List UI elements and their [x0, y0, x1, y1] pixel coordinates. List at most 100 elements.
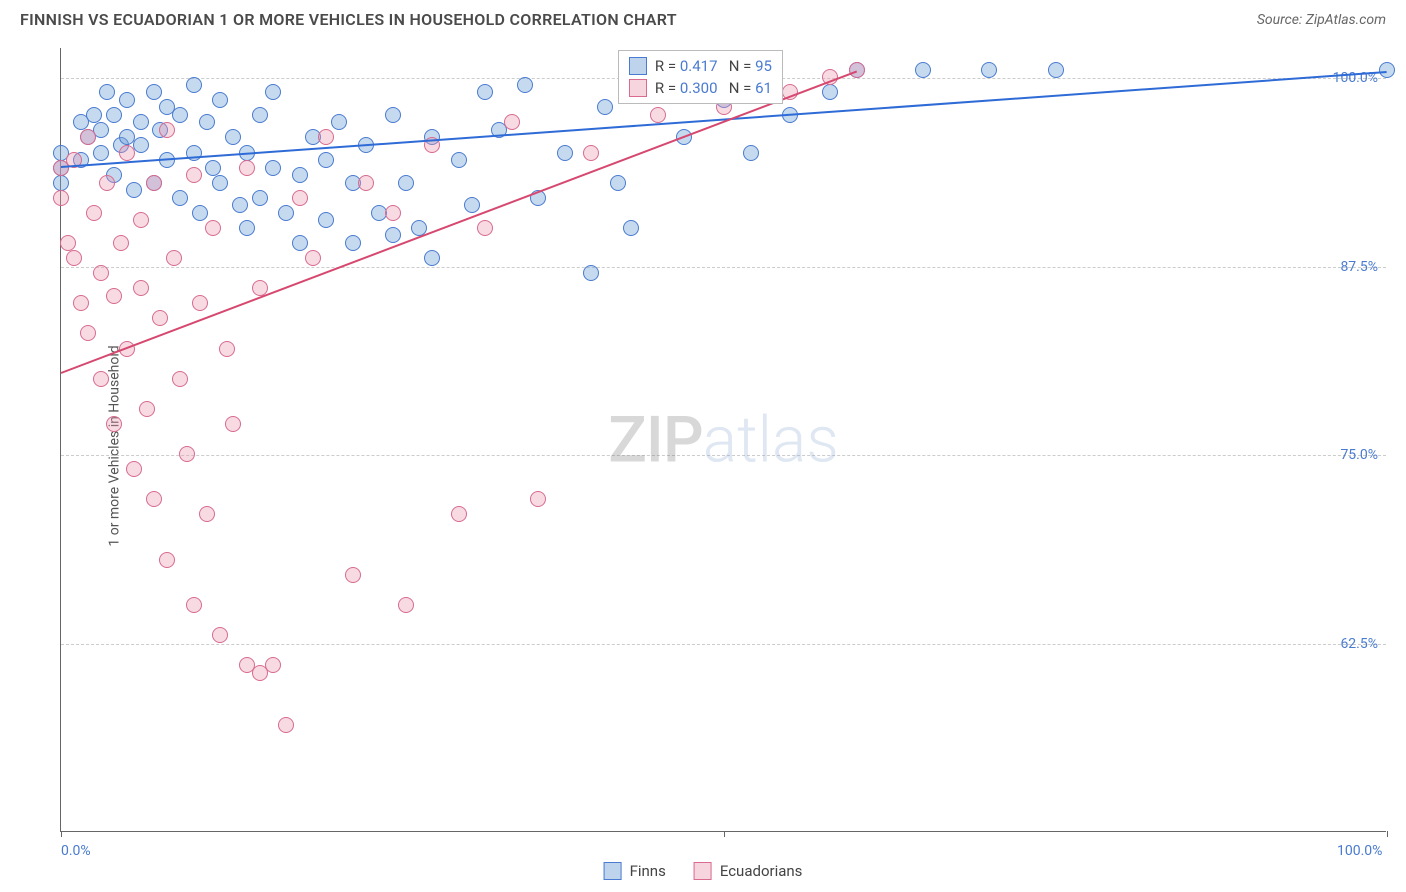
data-point — [464, 197, 480, 213]
watermark-atlas: atlas — [703, 402, 839, 477]
x-tick — [724, 831, 725, 837]
gridline — [61, 455, 1386, 456]
data-point — [186, 167, 202, 183]
data-point — [172, 190, 188, 206]
data-point — [60, 235, 76, 251]
data-point — [106, 107, 122, 123]
data-point — [53, 175, 69, 191]
data-point — [192, 205, 208, 221]
data-point — [212, 175, 228, 191]
legend-swatch — [629, 79, 647, 97]
data-point — [212, 627, 228, 643]
data-point — [318, 212, 334, 228]
legend-top-row: R = 0.417 N = 95 — [629, 55, 772, 77]
watermark: ZIPatlas — [608, 402, 839, 477]
data-point — [530, 491, 546, 507]
data-point — [517, 77, 533, 93]
data-point — [86, 205, 102, 221]
data-point — [80, 325, 96, 341]
x-tick-label: 0.0% — [61, 843, 91, 859]
data-point — [159, 122, 175, 138]
data-point — [583, 265, 599, 281]
data-point — [53, 190, 69, 206]
data-point — [252, 190, 268, 206]
data-point — [265, 160, 281, 176]
data-point — [292, 167, 308, 183]
x-tick — [1387, 831, 1388, 837]
data-point — [133, 114, 149, 130]
chart-title: FINNISH VS ECUADORIAN 1 OR MORE VEHICLES… — [20, 10, 677, 29]
source-attribution: Source: ZipAtlas.com — [1257, 12, 1386, 28]
data-point — [597, 99, 613, 115]
data-point — [331, 114, 347, 130]
data-point — [265, 657, 281, 673]
data-point — [113, 235, 129, 251]
data-point — [119, 145, 135, 161]
data-point — [239, 220, 255, 236]
data-point — [172, 107, 188, 123]
data-point — [252, 107, 268, 123]
legend-swatch — [694, 862, 712, 880]
data-point — [205, 160, 221, 176]
data-point — [557, 145, 573, 161]
data-point — [146, 491, 162, 507]
legend-bottom: Finns Ecuadorians — [604, 862, 803, 880]
data-point — [199, 114, 215, 130]
data-point — [199, 506, 215, 522]
data-point — [305, 250, 321, 266]
data-point — [345, 567, 361, 583]
data-point — [146, 175, 162, 191]
data-point — [385, 107, 401, 123]
data-point — [186, 597, 202, 613]
data-point — [99, 84, 115, 100]
data-point — [981, 62, 997, 78]
legend-swatch — [604, 862, 622, 880]
data-point — [93, 145, 109, 161]
data-point — [1048, 62, 1064, 78]
data-point — [477, 220, 493, 236]
data-point — [219, 341, 235, 357]
data-point — [139, 401, 155, 417]
x-tick — [61, 831, 62, 837]
data-point — [106, 416, 122, 432]
legend-top: R = 0.417 N = 95 R = 0.300 N = 61 — [618, 50, 783, 104]
data-point — [849, 62, 865, 78]
data-point — [225, 416, 241, 432]
legend-stat: R = 0.300 N = 61 — [655, 79, 772, 97]
data-point — [172, 371, 188, 387]
data-point — [80, 129, 96, 145]
data-point — [225, 129, 241, 145]
data-point — [212, 92, 228, 108]
legend-stat: R = 0.417 N = 95 — [655, 57, 772, 75]
data-point — [186, 77, 202, 93]
data-point — [99, 175, 115, 191]
data-point — [583, 145, 599, 161]
data-point — [650, 107, 666, 123]
data-point — [477, 84, 493, 100]
data-point — [126, 461, 142, 477]
legend-bottom-item: Ecuadorians — [694, 862, 803, 880]
data-point — [385, 205, 401, 221]
data-point — [292, 235, 308, 251]
data-point — [73, 295, 89, 311]
data-point — [239, 160, 255, 176]
data-point — [358, 175, 374, 191]
data-point — [166, 250, 182, 266]
data-point — [318, 129, 334, 145]
data-point — [915, 62, 931, 78]
data-point — [345, 235, 361, 251]
data-point — [265, 84, 281, 100]
data-point — [159, 552, 175, 568]
data-point — [292, 190, 308, 206]
scatter-chart-area: ZIPatlas 62.5%75.0%87.5%100.0%0.0%100.0%… — [60, 48, 1386, 832]
data-point — [152, 310, 168, 326]
legend-bottom-item: Finns — [604, 862, 666, 880]
gridline — [61, 267, 1386, 268]
data-point — [146, 84, 162, 100]
data-point — [179, 446, 195, 462]
legend-label: Finns — [630, 862, 666, 880]
y-tick-label: 75.0% — [1340, 447, 1378, 463]
data-point — [126, 182, 142, 198]
data-point — [278, 205, 294, 221]
data-point — [192, 295, 208, 311]
